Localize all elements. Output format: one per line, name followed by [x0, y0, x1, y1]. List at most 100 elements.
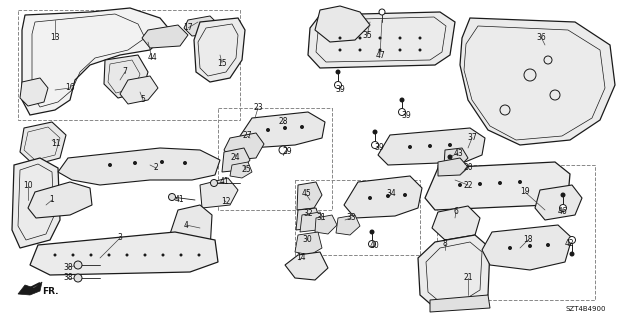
Circle shape	[419, 36, 422, 40]
Text: 3: 3	[118, 234, 122, 242]
Circle shape	[160, 160, 164, 164]
Circle shape	[399, 108, 406, 115]
Polygon shape	[200, 178, 238, 208]
Circle shape	[428, 144, 432, 148]
Circle shape	[283, 126, 287, 130]
Circle shape	[528, 244, 532, 248]
Text: 33: 33	[346, 213, 356, 222]
Circle shape	[300, 125, 304, 129]
Circle shape	[372, 130, 378, 135]
Text: 46: 46	[558, 207, 568, 217]
Text: 43: 43	[453, 149, 463, 158]
Text: 44: 44	[147, 54, 157, 63]
Circle shape	[90, 254, 93, 256]
Circle shape	[143, 254, 147, 256]
Polygon shape	[18, 282, 42, 295]
Text: 41: 41	[174, 196, 184, 204]
Circle shape	[386, 194, 390, 198]
Circle shape	[211, 180, 218, 187]
Circle shape	[54, 254, 56, 256]
Text: 12: 12	[221, 197, 231, 206]
Text: 13: 13	[50, 33, 60, 42]
Text: 34: 34	[386, 189, 396, 198]
Polygon shape	[240, 112, 325, 148]
Text: 6: 6	[454, 207, 458, 217]
Text: 39: 39	[335, 85, 345, 94]
Text: 20: 20	[463, 164, 473, 173]
Polygon shape	[460, 18, 615, 145]
Polygon shape	[20, 78, 48, 106]
Circle shape	[399, 48, 401, 51]
Circle shape	[108, 254, 111, 256]
Polygon shape	[222, 148, 250, 172]
Text: 16: 16	[65, 84, 75, 93]
Text: 8: 8	[443, 240, 447, 249]
Text: 45: 45	[301, 189, 311, 198]
Polygon shape	[432, 206, 480, 240]
Text: SZT4B4900: SZT4B4900	[566, 306, 606, 312]
Text: 38: 38	[63, 273, 73, 283]
Polygon shape	[20, 122, 66, 165]
Circle shape	[448, 155, 452, 159]
Polygon shape	[482, 225, 572, 270]
Polygon shape	[344, 176, 422, 218]
Polygon shape	[224, 133, 264, 160]
Polygon shape	[378, 128, 485, 165]
Polygon shape	[30, 232, 218, 275]
Polygon shape	[297, 182, 322, 210]
Circle shape	[279, 146, 287, 154]
Polygon shape	[12, 158, 60, 248]
Circle shape	[125, 254, 129, 256]
Circle shape	[379, 9, 385, 15]
Circle shape	[72, 254, 74, 256]
Text: 31: 31	[316, 213, 326, 222]
Polygon shape	[444, 148, 468, 166]
Circle shape	[108, 163, 112, 167]
Circle shape	[179, 254, 182, 256]
Circle shape	[369, 229, 374, 234]
Text: 7: 7	[123, 68, 127, 77]
Text: 23: 23	[253, 103, 263, 113]
Polygon shape	[295, 232, 322, 255]
Text: 18: 18	[524, 235, 532, 244]
Circle shape	[408, 145, 412, 149]
Circle shape	[133, 161, 137, 165]
Polygon shape	[438, 158, 468, 176]
Polygon shape	[230, 162, 252, 178]
Text: 39: 39	[374, 144, 384, 152]
Circle shape	[448, 143, 452, 147]
Polygon shape	[315, 215, 337, 234]
Circle shape	[478, 182, 482, 186]
Text: 2: 2	[154, 164, 158, 173]
Text: FR.: FR.	[42, 286, 58, 295]
Circle shape	[403, 193, 407, 197]
Text: 15: 15	[217, 58, 227, 68]
Text: 41: 41	[219, 177, 229, 187]
Polygon shape	[418, 235, 490, 308]
Polygon shape	[28, 182, 92, 218]
Text: 22: 22	[463, 181, 473, 189]
Text: 17: 17	[183, 24, 193, 33]
Polygon shape	[308, 12, 455, 68]
Circle shape	[74, 261, 82, 269]
Polygon shape	[430, 295, 490, 312]
Circle shape	[458, 183, 462, 187]
Circle shape	[546, 243, 550, 247]
Text: 10: 10	[23, 182, 33, 190]
Circle shape	[371, 142, 378, 149]
Circle shape	[498, 181, 502, 185]
Text: 28: 28	[278, 117, 288, 127]
Circle shape	[419, 48, 422, 51]
Text: 5: 5	[141, 95, 145, 105]
Circle shape	[266, 128, 270, 132]
Circle shape	[198, 254, 200, 256]
Text: 4: 4	[184, 220, 188, 229]
Polygon shape	[120, 76, 158, 104]
Text: 47: 47	[375, 50, 385, 60]
Text: 35: 35	[362, 32, 372, 41]
Circle shape	[335, 81, 342, 88]
Circle shape	[508, 246, 512, 250]
Polygon shape	[535, 185, 582, 220]
Circle shape	[74, 274, 82, 282]
Polygon shape	[296, 208, 320, 230]
